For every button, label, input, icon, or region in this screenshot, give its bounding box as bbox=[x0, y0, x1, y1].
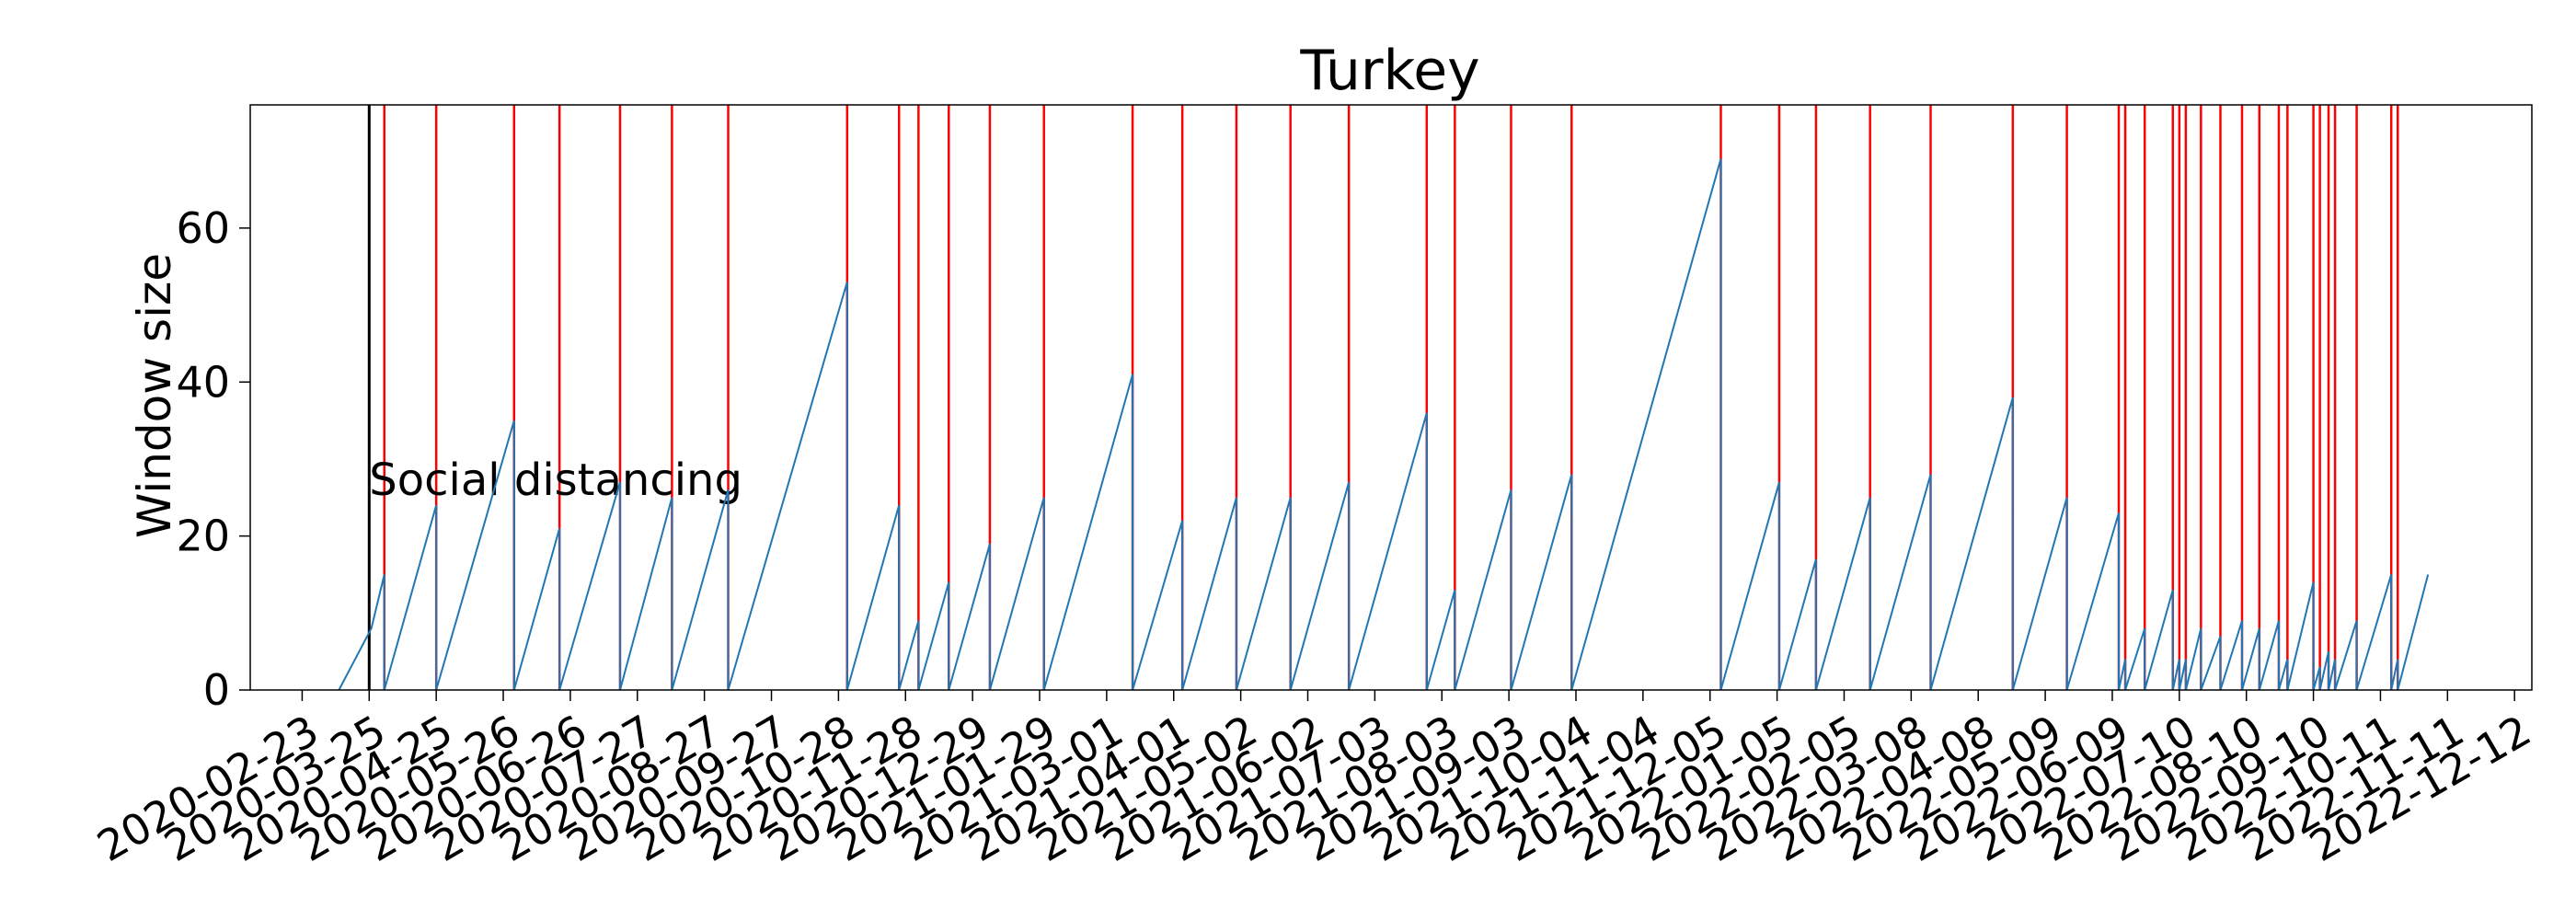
x-axis: 2020-02-232020-03-252020-04-252020-05-26… bbox=[89, 690, 2539, 871]
y-axis-label: Window size bbox=[128, 253, 181, 538]
chart-title: Turkey bbox=[1299, 39, 1479, 103]
y-tick-label: 20 bbox=[176, 512, 230, 561]
series-line bbox=[338, 158, 2430, 691]
annotation-label: Social distancing bbox=[369, 454, 742, 506]
y-tick-label: 60 bbox=[176, 203, 230, 253]
y-tick-label: 40 bbox=[176, 357, 230, 407]
plot-frame bbox=[249, 104, 2533, 691]
y-tick-label: 0 bbox=[203, 665, 230, 715]
y-axis: 0 20 40 60 bbox=[176, 203, 250, 715]
plot-area: Social distancing bbox=[338, 105, 2430, 691]
